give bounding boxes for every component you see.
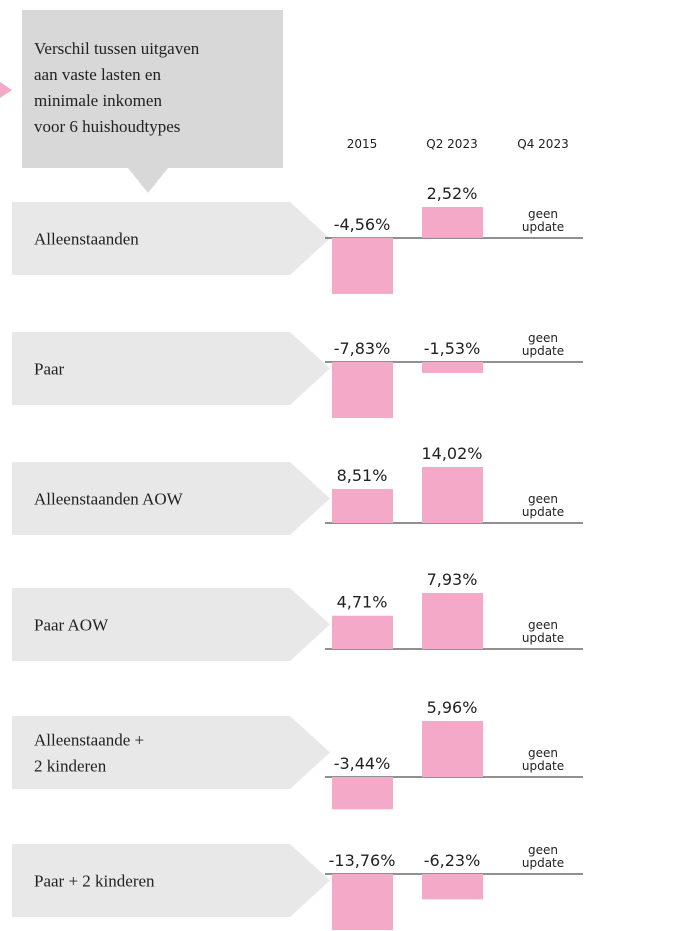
chart-title: Verschil tussen uitgaven xyxy=(34,39,200,58)
value-label: -6,23% xyxy=(424,851,481,870)
value-label: 2,52% xyxy=(427,184,478,203)
row-label: Alleenstaande + xyxy=(34,731,144,750)
value-label: geen xyxy=(528,618,558,632)
value-label: geen xyxy=(528,207,558,221)
value-label: geen xyxy=(528,331,558,345)
value-label: -3,44% xyxy=(334,754,391,773)
row-arrow xyxy=(12,462,330,535)
value-label: geen xyxy=(528,492,558,506)
bar xyxy=(332,615,393,649)
value-label: 4,71% xyxy=(337,593,388,612)
column-header: Q2 2023 xyxy=(426,137,477,151)
row-label: 2 kinderen xyxy=(34,757,107,776)
bar xyxy=(332,489,393,523)
value-label: -13,76% xyxy=(329,851,396,870)
row-arrow xyxy=(12,844,330,917)
row-label: Paar + 2 kinderen xyxy=(34,872,155,891)
row-arrow xyxy=(12,716,330,789)
value-label: -4,56% xyxy=(334,215,391,234)
value-label: geen xyxy=(528,843,558,857)
value-label: 14,02% xyxy=(421,444,482,463)
bar xyxy=(422,593,483,649)
value-label: update xyxy=(522,220,564,234)
row-label: Alleenstaanden xyxy=(34,230,139,249)
value-label: update xyxy=(522,344,564,358)
value-label: update xyxy=(522,631,564,645)
row-label: Alleenstaanden AOW xyxy=(34,490,184,509)
bar xyxy=(422,721,483,777)
bar xyxy=(332,874,393,930)
column-header: 2015 xyxy=(347,137,378,151)
value-label: update xyxy=(522,759,564,773)
row-arrow xyxy=(12,332,330,405)
row-label: Paar AOW xyxy=(34,616,109,635)
bar xyxy=(422,467,483,523)
value-label: 8,51% xyxy=(337,466,388,485)
chart-title: aan vaste lasten en xyxy=(34,65,161,84)
bar xyxy=(332,237,393,294)
bar xyxy=(332,362,393,418)
value-label: geen xyxy=(528,746,558,760)
bar xyxy=(332,777,393,810)
chart-title: minimale inkomen xyxy=(34,91,162,110)
value-label: update xyxy=(522,856,564,870)
value-label: 5,96% xyxy=(427,698,478,717)
value-label: 7,93% xyxy=(427,570,478,589)
row-arrow xyxy=(12,202,330,275)
value-label: -7,83% xyxy=(334,339,391,358)
column-header: Q4 2023 xyxy=(517,137,568,151)
bar xyxy=(422,362,483,373)
row-arrow xyxy=(12,588,330,661)
value-label: update xyxy=(522,505,564,519)
bar xyxy=(422,874,483,900)
pointer xyxy=(0,82,12,98)
value-label: -1,53% xyxy=(424,339,481,358)
bar xyxy=(422,207,483,238)
row-label: Paar xyxy=(34,360,65,379)
chart-title: voor 6 huishoudtypes xyxy=(34,117,180,136)
title-box xyxy=(22,10,283,193)
